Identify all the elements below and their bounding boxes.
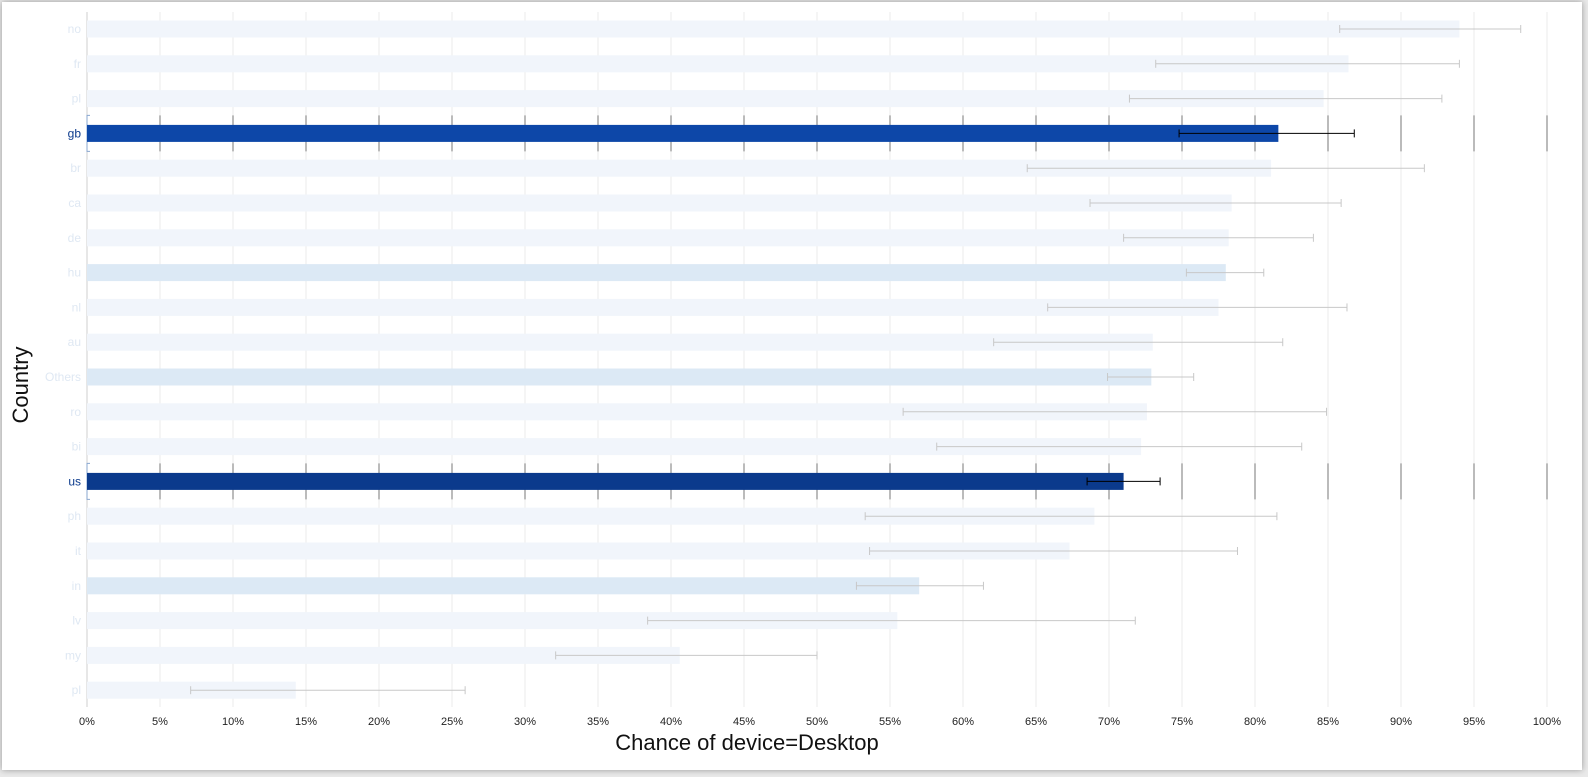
bar-Others xyxy=(87,368,1152,386)
category-label: br xyxy=(70,161,81,175)
bar-pl xyxy=(87,90,1324,108)
x-tick-label: 80% xyxy=(1244,716,1266,728)
bar-us xyxy=(87,472,1124,490)
x-tick-label: 35% xyxy=(587,716,609,728)
bar-gb xyxy=(87,124,1279,142)
category-label: ph xyxy=(68,509,81,523)
category-label: Others xyxy=(45,370,81,384)
category-label: it xyxy=(75,544,82,558)
category-label: hu xyxy=(68,266,81,280)
bar-no xyxy=(87,20,1460,38)
bar-br xyxy=(87,159,1272,177)
category-label: pl xyxy=(72,92,81,106)
category-label: au xyxy=(68,335,81,349)
bar-bi xyxy=(87,438,1142,456)
bar-ca xyxy=(87,194,1232,212)
bar-it xyxy=(87,542,1070,560)
bar-nl xyxy=(87,298,1219,316)
bar-ro xyxy=(87,403,1147,421)
category-label: pl xyxy=(72,683,81,697)
x-tick-label: 65% xyxy=(1025,716,1047,728)
category-label: lv xyxy=(72,614,81,628)
x-tick-label: 0% xyxy=(79,716,95,728)
x-tick-label: 85% xyxy=(1317,716,1339,728)
bar-hu xyxy=(87,264,1226,282)
x-tick-label: 60% xyxy=(952,716,974,728)
x-axis-title: Chance of device=Desktop xyxy=(615,730,879,755)
bar-ph xyxy=(87,507,1095,525)
x-tick-label: 40% xyxy=(660,716,682,728)
x-tick-label: 90% xyxy=(1390,716,1412,728)
category-label: no xyxy=(68,22,82,36)
y-axis-title: Country xyxy=(8,346,33,423)
category-label: de xyxy=(68,231,82,245)
x-tick-label: 30% xyxy=(514,716,536,728)
bar-lv xyxy=(87,612,898,630)
x-tick-label: 75% xyxy=(1171,716,1193,728)
category-label: bi xyxy=(72,440,81,454)
bar-my xyxy=(87,646,680,664)
x-tick-label: 25% xyxy=(441,716,463,728)
category-label: gb xyxy=(68,126,82,140)
x-tick-label: 5% xyxy=(152,716,168,728)
x-tick-label: 95% xyxy=(1463,716,1485,728)
x-tick-label: 70% xyxy=(1098,716,1120,728)
bar-fr xyxy=(87,55,1349,73)
category-label: my xyxy=(65,648,81,662)
x-tick-label: 50% xyxy=(806,716,828,728)
category-label: ro xyxy=(70,405,81,419)
x-tick-label: 15% xyxy=(295,716,317,728)
category-label: us xyxy=(68,474,81,488)
category-label: fr xyxy=(74,57,81,71)
x-tick-label: 10% xyxy=(222,716,244,728)
x-tick-label: 55% xyxy=(879,716,901,728)
x-tick-label: 20% xyxy=(368,716,390,728)
x-tick-label: 45% xyxy=(733,716,755,728)
category-label: in xyxy=(72,579,81,593)
bar-de xyxy=(87,229,1229,247)
category-label: nl xyxy=(72,300,81,314)
bar-au xyxy=(87,333,1153,351)
category-label: ca xyxy=(68,196,81,210)
x-tick-label: 100% xyxy=(1533,716,1561,728)
bar-in xyxy=(87,577,920,595)
